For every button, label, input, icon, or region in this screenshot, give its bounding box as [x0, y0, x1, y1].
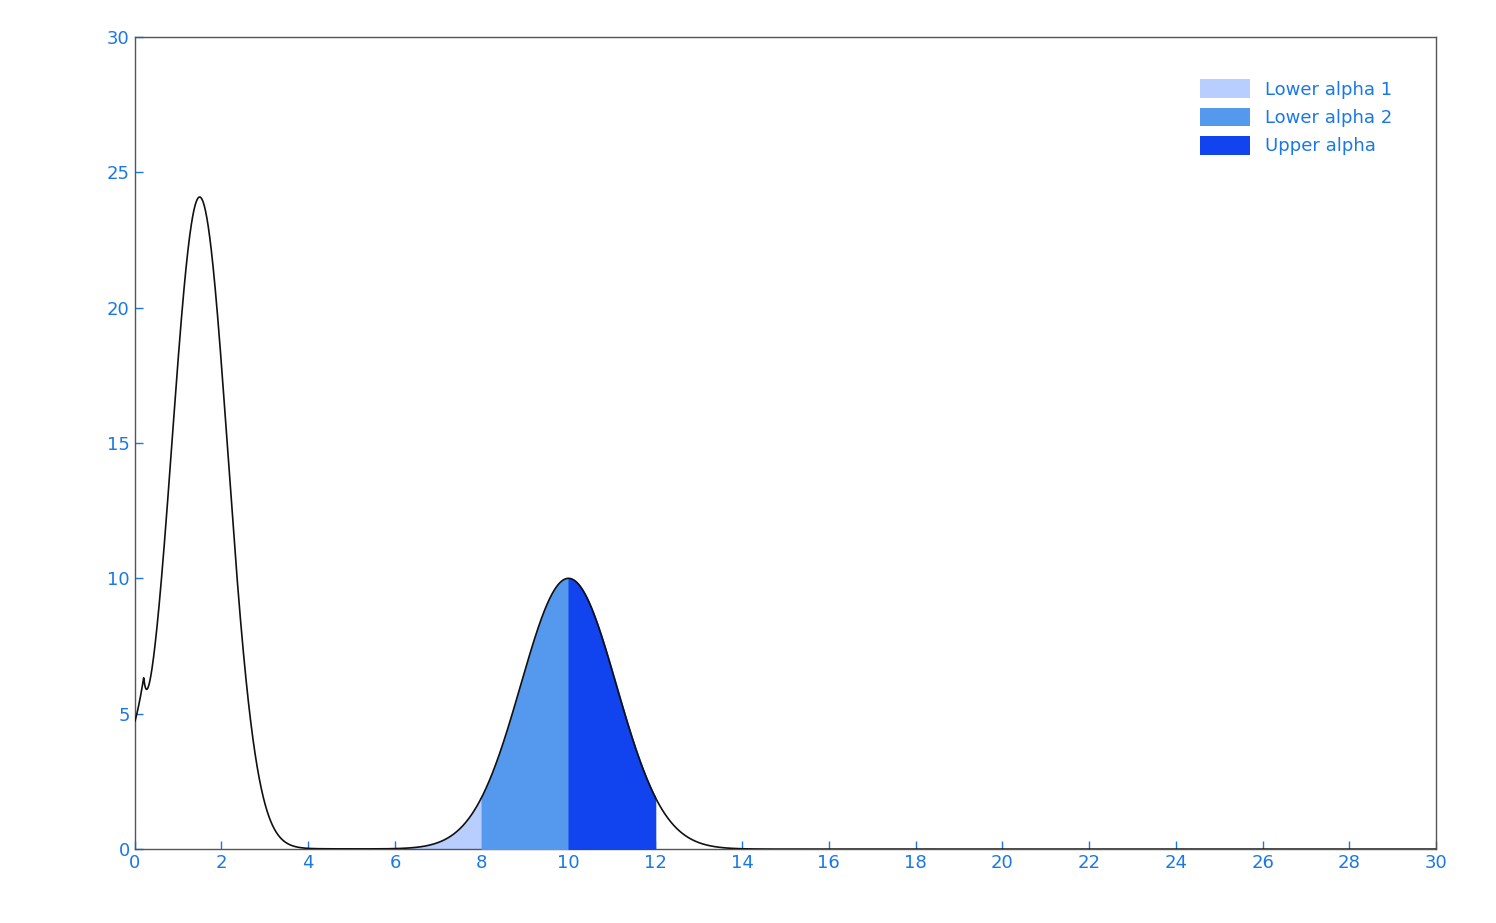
- Legend: Lower alpha 1, Lower alpha 2, Upper alpha: Lower alpha 1, Lower alpha 2, Upper alph…: [1191, 70, 1402, 164]
